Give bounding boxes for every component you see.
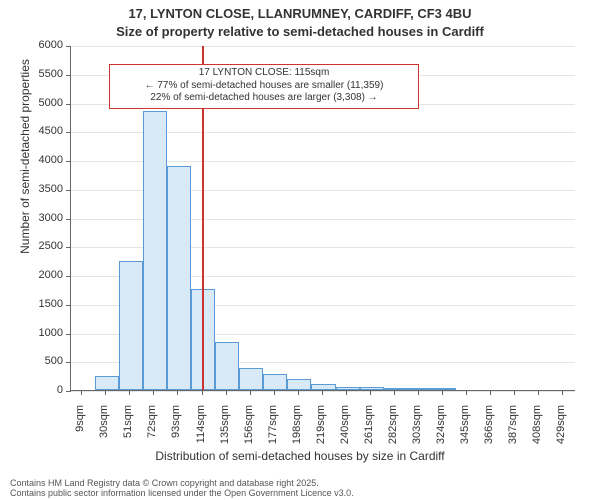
x-tick-label: 93sqm [170,405,182,455]
x-tick-mark [202,390,203,395]
x-tick-label: 177sqm [267,405,279,455]
annotation-line: 17 LYNTON CLOSE: 115sqm [114,67,414,80]
histogram-bar [263,374,287,390]
x-tick-label: 303sqm [411,405,423,455]
y-tick-label: 5000 [25,97,63,109]
histogram-bar [311,384,335,390]
y-tick-mark [66,46,71,47]
x-tick-mark [250,390,251,395]
x-tick-mark [562,390,563,395]
histogram-bar [167,166,191,390]
x-tick-label: 135sqm [219,405,231,455]
y-tick-mark [66,362,71,363]
y-tick-label: 4000 [25,154,63,166]
plot-area: 17 LYNTON CLOSE: 115sqm← 77% of semi-det… [70,46,575,391]
histogram-bar [239,368,263,390]
x-tick-mark [442,390,443,395]
x-tick-label: 261sqm [363,405,375,455]
y-tick-label: 3000 [25,212,63,224]
x-tick-label: 324sqm [435,405,447,455]
x-tick-label: 282sqm [387,405,399,455]
histogram-bar [119,261,143,390]
annotation-box: 17 LYNTON CLOSE: 115sqm← 77% of semi-det… [109,64,419,109]
y-tick-mark [66,190,71,191]
chart-title-line2: Size of property relative to semi-detach… [0,24,600,39]
x-tick-mark [514,390,515,395]
x-tick-mark [418,390,419,395]
y-tick-label: 5500 [25,68,63,80]
y-tick-label: 1500 [25,298,63,310]
annotation-line: 22% of semi-detached houses are larger (… [114,92,414,105]
y-tick-mark [66,391,71,392]
y-tick-label: 0 [25,384,63,396]
x-tick-mark [370,390,371,395]
x-tick-label: 408sqm [531,405,543,455]
x-tick-label: 429sqm [555,405,567,455]
y-tick-mark [66,276,71,277]
x-tick-label: 156sqm [243,405,255,455]
histogram-bar [287,379,311,390]
x-tick-label: 9sqm [74,405,86,455]
y-tick-label: 2500 [25,240,63,252]
x-tick-mark [394,390,395,395]
x-tick-label: 30sqm [98,405,110,455]
footer-line-1: Contains HM Land Registry data © Crown c… [10,478,354,488]
y-tick-label: 2000 [25,269,63,281]
x-tick-mark [129,390,130,395]
x-tick-label: 345sqm [459,405,471,455]
y-tick-mark [66,247,71,248]
histogram-bar [432,388,456,390]
y-tick-mark [66,334,71,335]
y-tick-mark [66,305,71,306]
x-tick-mark [346,390,347,395]
x-tick-label: 219sqm [315,405,327,455]
footer-credits: Contains HM Land Registry data © Crown c… [10,478,354,498]
histogram-bar [215,342,239,390]
x-tick-label: 198sqm [291,405,303,455]
x-tick-mark [298,390,299,395]
x-tick-mark [153,390,154,395]
histogram-bar [95,376,119,390]
x-tick-mark [226,390,227,395]
gridline-h [71,391,575,392]
annotation-line: ← 77% of semi-detached houses are smalle… [114,80,414,93]
y-tick-label: 1000 [25,327,63,339]
x-tick-mark [177,390,178,395]
x-tick-label: 72sqm [146,405,158,455]
histogram-bar [384,388,408,390]
x-tick-mark [274,390,275,395]
y-tick-mark [66,104,71,105]
histogram-bar [408,388,432,390]
y-tick-label: 3500 [25,183,63,195]
histogram-bar [360,387,384,390]
x-tick-mark [81,390,82,395]
histogram-bar [143,111,167,390]
y-tick-label: 500 [25,355,63,367]
x-tick-label: 114sqm [195,405,207,455]
histogram-bar [336,387,360,390]
x-tick-mark [538,390,539,395]
y-tick-mark [66,219,71,220]
y-tick-mark [66,132,71,133]
chart-title-line1: 17, LYNTON CLOSE, LLANRUMNEY, CARDIFF, C… [0,6,600,21]
x-tick-mark [322,390,323,395]
gridline-h [71,46,575,47]
y-tick-mark [66,161,71,162]
x-tick-mark [490,390,491,395]
x-tick-label: 366sqm [483,405,495,455]
y-tick-label: 6000 [25,39,63,51]
footer-line-2: Contains public sector information licen… [10,488,354,498]
x-tick-mark [105,390,106,395]
x-tick-label: 240sqm [339,405,351,455]
y-tick-mark [66,75,71,76]
x-tick-mark [466,390,467,395]
y-tick-label: 4500 [25,125,63,137]
x-tick-label: 387sqm [507,405,519,455]
x-tick-label: 51sqm [122,405,134,455]
